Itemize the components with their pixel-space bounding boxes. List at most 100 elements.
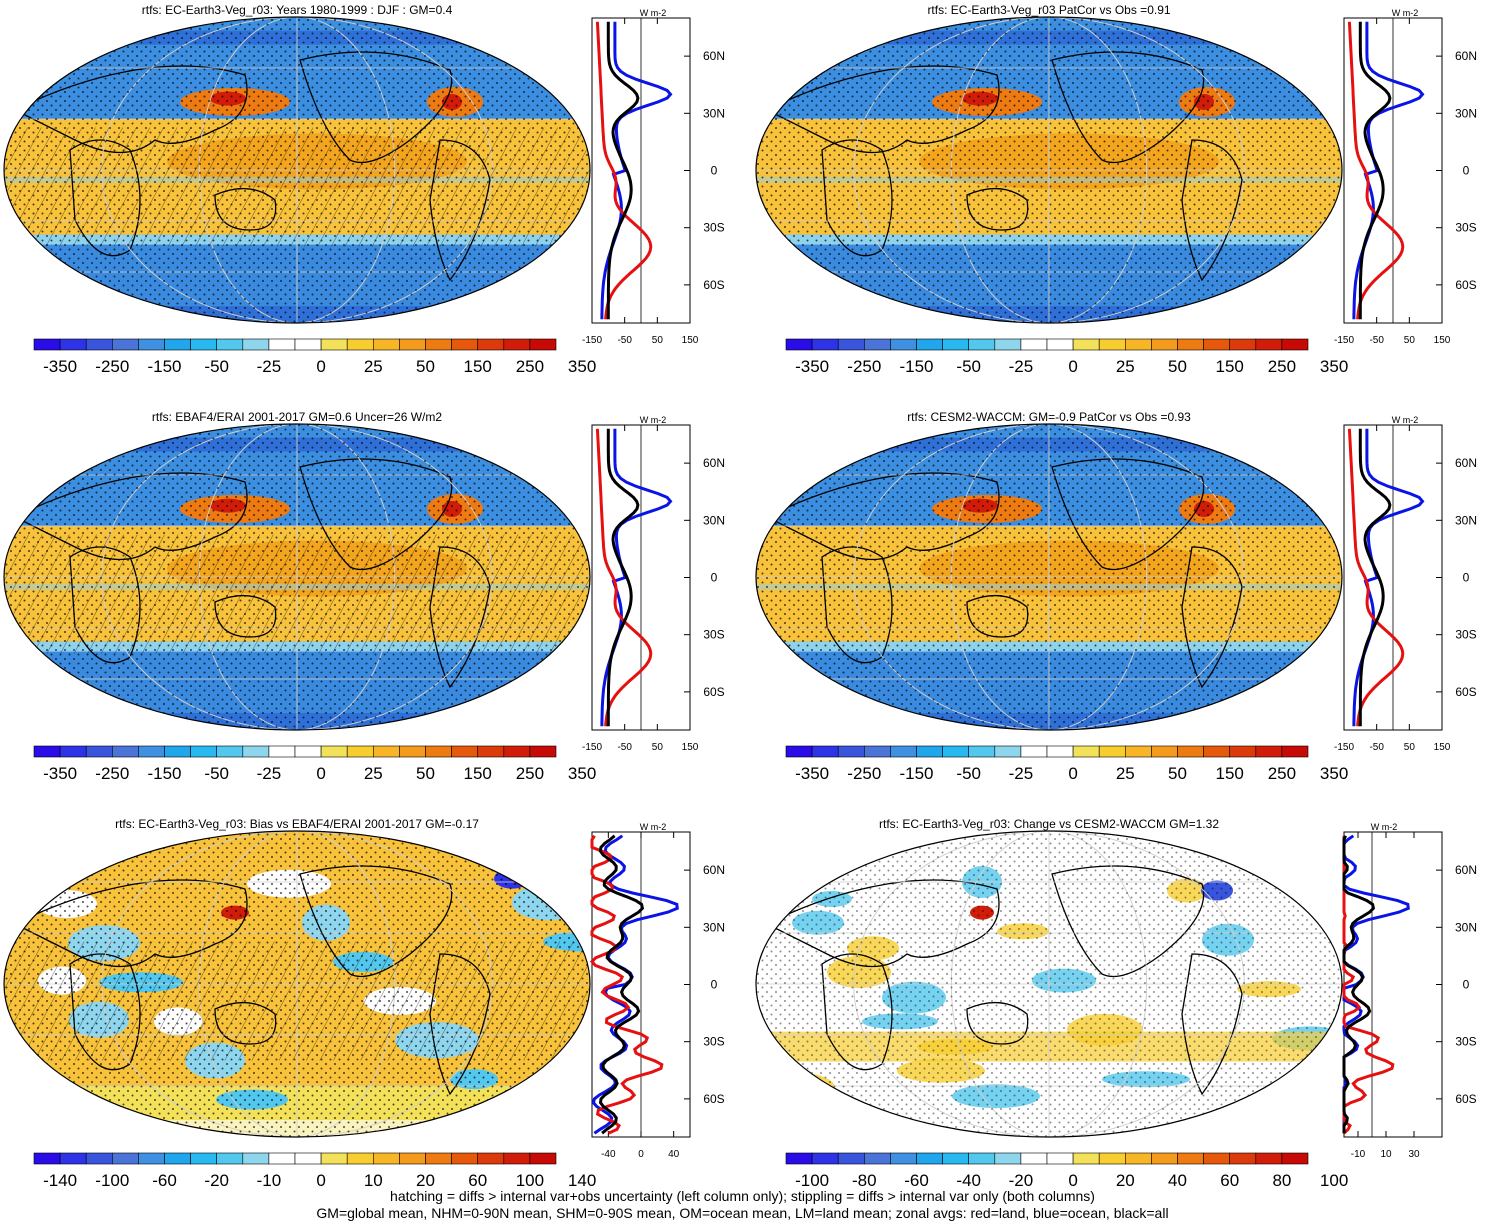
colorbar-label: -50: [204, 357, 229, 376]
colorbar-label: -250: [95, 357, 129, 376]
colorbar-swatch: [530, 339, 556, 350]
colorbar-label: 50: [416, 357, 435, 376]
colorbar-label: 350: [1320, 357, 1348, 376]
colorbar-swatch: [165, 339, 191, 350]
colorbar-swatch: [1073, 339, 1099, 350]
zonal-tick-label: -50: [617, 335, 632, 346]
zonal-tick-label: 50: [652, 335, 664, 346]
colorbar-swatch: [34, 339, 60, 350]
bias-blob: [6, 855, 54, 875]
colorbar-swatch: [1256, 746, 1282, 757]
colorbar-swatch: [399, 339, 425, 350]
colorbar-label: 50: [1168, 357, 1187, 376]
colorbar-swatch: [1021, 746, 1047, 757]
colorbar-swatch: [1178, 746, 1204, 757]
zonal-tick-label: 10: [1380, 1149, 1392, 1160]
colorbar-swatch: [321, 746, 347, 757]
colorbar-swatch: [1047, 1153, 1073, 1164]
footer-line-1: hatching = diffs > internal var+obs unce…: [0, 1188, 1485, 1205]
zonal-tick-label: -40: [601, 1149, 616, 1160]
colorbar-swatch: [426, 746, 452, 757]
colorbar-swatch: [890, 339, 916, 350]
colorbar-swatch: [60, 339, 86, 350]
colorbar-label: 150: [1216, 357, 1244, 376]
colorbar-swatch: [1047, 746, 1073, 757]
lat-label: 30N: [1455, 106, 1477, 120]
colorbar-swatch: [864, 746, 890, 757]
colorbar-label: 50: [1168, 764, 1187, 783]
colorbar-label: 150: [464, 764, 492, 783]
zonal-tick-label: -50: [617, 742, 632, 753]
lat-label: 30S: [703, 628, 724, 642]
colorbar-swatch: [1125, 1153, 1151, 1164]
colorbar-swatch: [504, 1153, 530, 1164]
colorbar-swatch: [864, 339, 890, 350]
colorbar-swatch: [191, 746, 217, 757]
colorbar-label: -150: [147, 357, 181, 376]
colorbar-label: 0: [316, 357, 325, 376]
colorbar-swatch: [399, 1153, 425, 1164]
zonal-unit-label: W m-2: [640, 415, 667, 425]
colorbar-swatch: [269, 746, 295, 757]
zonal-tick-label: -150: [582, 742, 602, 753]
zonal-tick-label: 50: [652, 742, 664, 753]
colorbar-swatch: [86, 746, 112, 757]
lat-label: 30S: [1455, 221, 1476, 235]
panel-2: rtfs: EC-Earth3-Veg_r03 PatCor vs Obs =0…: [752, 0, 1477, 435]
colorbar-swatch: [995, 746, 1021, 757]
zonal-tick-label: -150: [1334, 335, 1354, 346]
colorbar-swatch: [917, 746, 943, 757]
colorbar-label: 25: [1116, 357, 1135, 376]
colorbar-swatch: [1178, 1153, 1204, 1164]
colorbar-swatch: [812, 746, 838, 757]
colorbar-label: 350: [568, 357, 596, 376]
hatching: [0, 942, 600, 1061]
zonal-unit-label: W m-2: [1371, 822, 1398, 832]
colorbar-swatch: [138, 746, 164, 757]
colorbar-swatch: [347, 746, 373, 757]
lat-label: 60N: [703, 49, 725, 63]
lat-label: 60S: [1455, 1092, 1476, 1106]
colorbar-swatch: [34, 1153, 60, 1164]
colorbar-label: -25: [257, 357, 282, 376]
colorbar-label: -150: [899, 357, 933, 376]
colorbar-swatch: [1151, 746, 1177, 757]
colorbar-swatch: [917, 1153, 943, 1164]
zonal-tick-label: 50: [1404, 335, 1416, 346]
colorbar-swatch: [243, 746, 269, 757]
colorbar-swatch: [1204, 339, 1230, 350]
colorbar-swatch: [1282, 1153, 1308, 1164]
lat-label: 60S: [703, 685, 724, 699]
zonal-tick-label: 150: [682, 335, 699, 346]
colorbar-swatch: [1151, 1153, 1177, 1164]
colorbar-label: -350: [795, 357, 829, 376]
zonal-tick-label: -150: [582, 335, 602, 346]
zonal-tick-label: 30: [1408, 1149, 1420, 1160]
colorbar-swatch: [112, 746, 138, 757]
zonal-tick-label: 150: [1434, 335, 1451, 346]
zonal-tick-label: -50: [1369, 335, 1384, 346]
colorbar-label: -350: [43, 357, 77, 376]
colorbar-label: 25: [364, 764, 383, 783]
colorbar-label: 250: [1268, 764, 1296, 783]
colorbar-swatch: [426, 339, 452, 350]
colorbar-swatch: [1021, 1153, 1047, 1164]
zonal-tick-label: -50: [1369, 742, 1384, 753]
lat-label: 0: [711, 164, 718, 178]
panel-title: rtfs: EC-Earth3-Veg_r03: Years 1980-1999…: [142, 3, 453, 17]
panel-title: rtfs: EBAF4/ERAI 2001-2017 GM=0.6 Uncer=…: [152, 410, 442, 424]
lat-label: 30S: [703, 221, 724, 235]
colorbar-swatch: [112, 1153, 138, 1164]
colorbar-swatch: [786, 746, 812, 757]
colorbar-swatch: [1047, 339, 1073, 350]
colorbar-label: 150: [464, 357, 492, 376]
colorbar-swatch: [1099, 746, 1125, 757]
colorbar-swatch: [995, 339, 1021, 350]
colorbar-swatch: [1204, 1153, 1230, 1164]
colorbar-label: 50: [416, 764, 435, 783]
colorbar-swatch: [530, 746, 556, 757]
colorbar-swatch: [452, 339, 478, 350]
colorbar-swatch: [478, 1153, 504, 1164]
lat-label: 60N: [1455, 456, 1477, 470]
colorbar-swatch: [504, 746, 530, 757]
